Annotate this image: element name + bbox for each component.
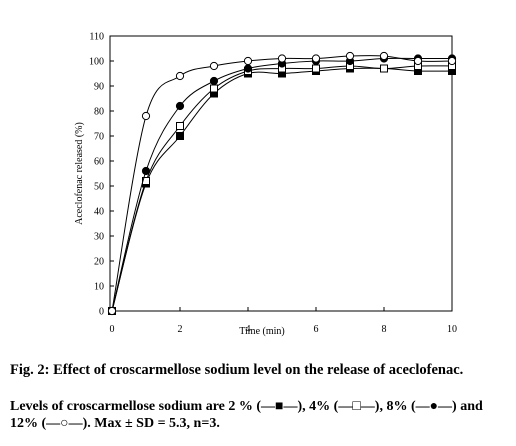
series-open-circle [107,51,457,316]
data-point-open-circle [175,71,185,81]
data-point-open-circle [277,54,287,63]
line-chart: 0 10 20 30 40 50 60 70 80 90 100 110 0 2 4 6 8 10 Time (… [74,32,457,338]
series-group [107,51,457,316]
data-point-open-circle [311,54,321,63]
series-filled-square [108,64,456,315]
data-point-open-circle [413,56,423,66]
series-line [111,55,453,312]
y-axis-title: Aceclofenac released (%) [74,122,85,225]
data-point-filled-circle [209,76,219,86]
data-point-open-circle [447,56,457,66]
y-axis-ticks: 0 10 20 30 40 50 60 70 80 90 100 110 [89,32,114,318]
figure-caption-body: Levels of croscarmellose sodium are 2 % … [10,399,483,431]
y-tick-label: 70 [94,132,104,143]
y-tick-label: 30 [94,232,104,243]
y-tick-label: 50 [94,182,104,193]
y-tick-label: 20 [94,257,104,268]
series-line [111,57,452,312]
data-point-filled-circle [243,64,253,73]
data-point-open-circle [209,61,219,71]
x-tick-label: 6 [314,324,319,335]
y-tick-label: 60 [94,157,104,168]
data-point-open-square [380,64,388,73]
data-point-open-square [210,84,218,93]
y-tick-label: 80 [94,107,104,118]
y-tick-label: 110 [89,32,104,43]
x-tick-label: 4 [246,324,251,335]
series-line [111,67,453,312]
data-point-filled-circle [175,101,185,111]
data-point-open-circle [107,306,117,316]
x-tick-label: 10 [447,324,457,335]
x-tick-label: 8 [382,324,387,335]
series-open-square [108,62,456,315]
x-tick-label: 0 [110,324,115,335]
data-point-open-circle [243,56,253,66]
figure-caption-title: Fig. 2: Effect of croscarmellose sodium … [10,362,464,378]
y-tick-label: 90 [94,82,104,93]
x-axis-title: Time (min) [239,326,284,337]
data-point-filled-circle [141,166,151,176]
plot-frame [109,35,453,312]
data-point-filled-square [176,132,184,140]
data-point-open-square [176,122,184,130]
data-point-open-circle [345,51,355,61]
x-tick-label: 2 [178,324,183,335]
data-point-open-circle [141,111,151,121]
y-tick-label: 0 [99,307,104,318]
y-tick-label: 10 [94,282,104,293]
y-tick-label: 40 [94,207,104,218]
data-point-open-square [312,64,320,73]
series-line [111,65,453,312]
y-tick-label: 100 [89,57,104,68]
data-point-open-circle [379,51,389,61]
series-filled-circle [107,54,457,316]
